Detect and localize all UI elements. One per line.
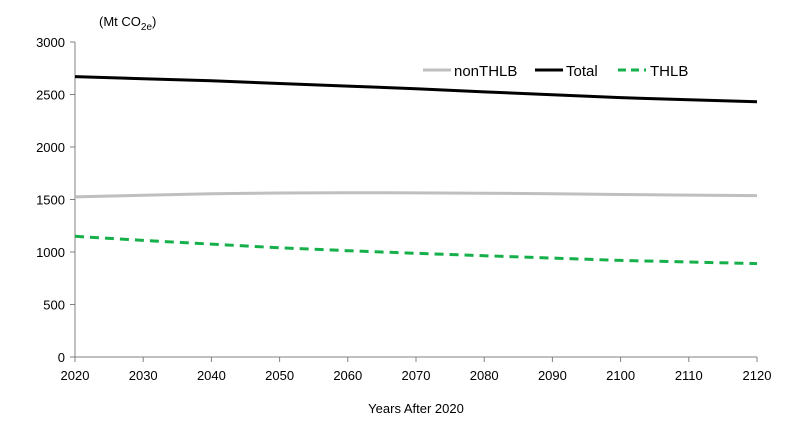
y-tick-label: 3000: [36, 35, 65, 50]
y-tick-label: 500: [43, 298, 65, 313]
legend-label-thlb: THLB: [650, 63, 688, 80]
y-unit-prefix: (Mt CO: [99, 14, 141, 29]
x-tick-label: 2090: [538, 368, 567, 383]
x-tick-label: 2080: [470, 368, 499, 383]
series-line-nonthlb: [74, 191, 758, 199]
y-unit-subscript: 2e: [141, 22, 153, 33]
legend: nonTHLB Total THLB: [423, 63, 688, 80]
series-line-total: [74, 75, 758, 104]
y-tick-label: 0: [58, 350, 65, 365]
x-tick-label: 2030: [129, 368, 158, 383]
x-tick-label: 2060: [333, 368, 362, 383]
y-tick-label: 2500: [36, 88, 65, 103]
x-tick-label: 2050: [265, 368, 294, 383]
y-tick-label: 1000: [36, 245, 65, 260]
x-tick-label: 2110: [675, 368, 703, 383]
series-lines: [74, 75, 758, 266]
y-axis-unit-label: (Mt CO2e): [99, 14, 156, 33]
x-tick-label: 2020: [61, 368, 90, 383]
x-tick-label: 2100: [606, 368, 635, 383]
x-tick-label: 2120: [743, 368, 772, 383]
y-unit-suffix: ): [152, 14, 156, 29]
x-tick-label: 2040: [197, 368, 226, 383]
legend-label-total: Total: [566, 63, 598, 80]
x-axis: 2020 2030 2040 2050 2060 2070 2080 2090 2100 2110…: [61, 356, 772, 383]
x-tick-label: 2070: [402, 368, 431, 383]
y-tick-label: 1500: [36, 193, 65, 208]
x-axis-title: Years After 2020: [368, 401, 464, 416]
y-axis: 0 500 1000 1500 2000 2500 3000: [36, 35, 76, 365]
legend-label-nonthlb: nonTHLB: [454, 63, 517, 80]
y-tick-label: 2000: [36, 140, 65, 155]
series-line-thlb: [74, 234, 758, 266]
